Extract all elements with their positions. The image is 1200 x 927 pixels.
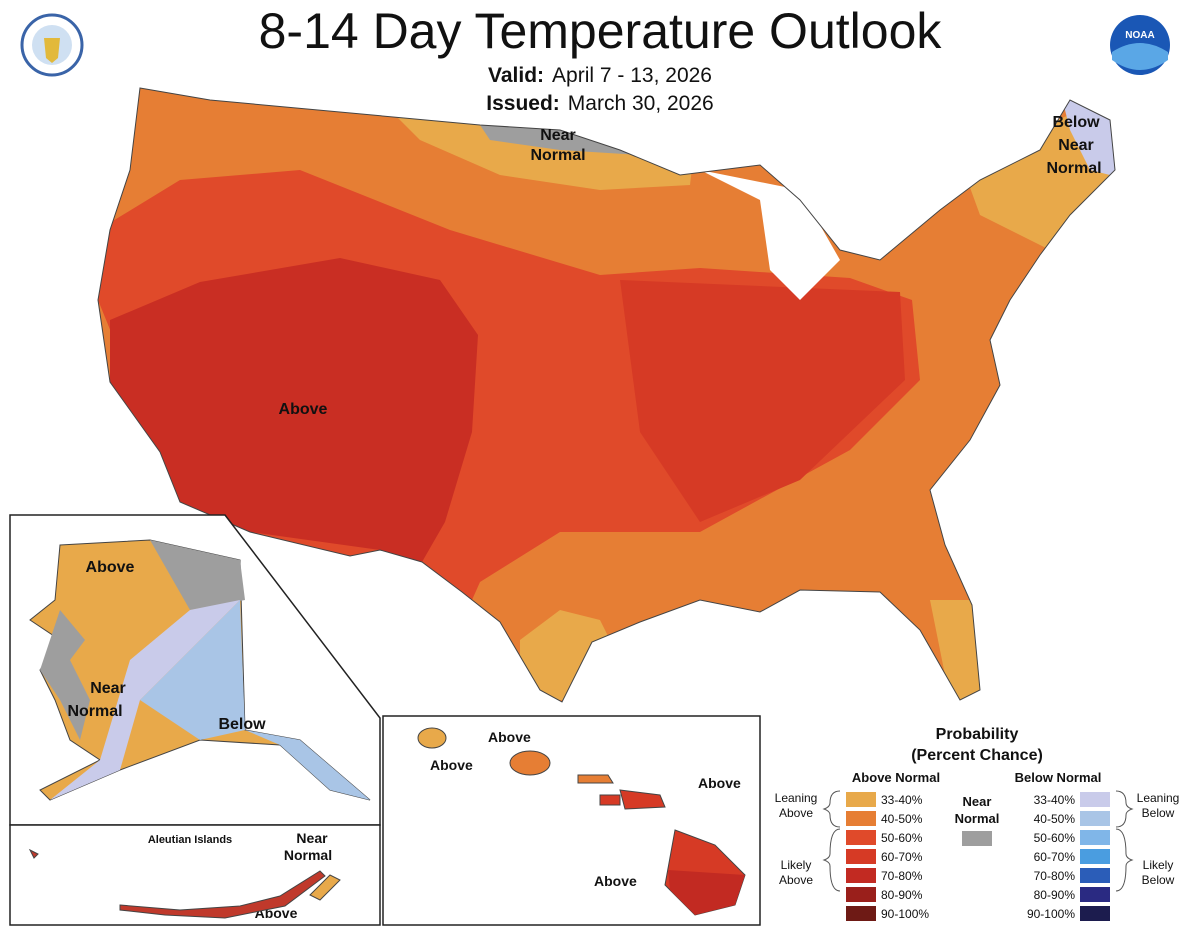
legend-above-range: 60-70% bbox=[881, 850, 923, 864]
legend-above-range: 33-40% bbox=[881, 793, 923, 807]
hi-label-above-2: Above bbox=[430, 757, 473, 773]
legend-likely-below: Likely bbox=[1143, 858, 1174, 872]
legend-likely-above-2: Above bbox=[779, 873, 813, 887]
legend-below-swatch-60-70% bbox=[1080, 849, 1110, 864]
map-title: 8-14 Day Temperature Outlook bbox=[258, 3, 942, 59]
noaa-logo: NOAA bbox=[1110, 15, 1170, 75]
aleutian-title: Aleutian Islands bbox=[148, 834, 232, 846]
hi-label-above-3: Above bbox=[698, 775, 741, 791]
legend-leaning-above: Leaning bbox=[775, 791, 818, 805]
issued-date: Issued: March 30, 2026 bbox=[486, 92, 714, 115]
ak-label-above: Above bbox=[86, 559, 135, 576]
commerce-seal-logo bbox=[20, 13, 84, 77]
legend-normal: Normal bbox=[955, 811, 1000, 826]
legend-above-range: 50-60% bbox=[881, 831, 923, 845]
legend-above-range: 70-80% bbox=[881, 869, 923, 883]
zone-60-70-southwest bbox=[110, 258, 478, 562]
legend-below-swatch-70-80% bbox=[1080, 868, 1110, 883]
label-above: Above bbox=[279, 401, 328, 418]
ak-label-normal: Normal bbox=[67, 703, 122, 720]
label-near-normal-2: Normal bbox=[530, 147, 585, 164]
legend-leaning-below: Leaning bbox=[1137, 791, 1180, 805]
legend-below-swatch-33-40% bbox=[1080, 792, 1110, 807]
legend: Probability (Percent Chance) Above Norma… bbox=[775, 726, 1180, 921]
ak-label-below: Below bbox=[218, 716, 266, 733]
label-near-normal: Near bbox=[540, 127, 576, 144]
legend-near-swatch bbox=[962, 831, 992, 846]
legend-below-swatch-40-50% bbox=[1080, 811, 1110, 826]
legend-below-swatch-50-60% bbox=[1080, 830, 1110, 845]
hi-label-above-1: Above bbox=[488, 729, 531, 745]
legend-below-range: 80-90% bbox=[1034, 888, 1076, 902]
svg-text:NOAA: NOAA bbox=[1125, 30, 1154, 41]
legend-above-swatch-50-60% bbox=[846, 830, 876, 845]
aleutian-normal: Normal bbox=[284, 847, 332, 863]
legend-below-range: 50-60% bbox=[1034, 831, 1076, 845]
legend-above-swatch-60-70% bbox=[846, 849, 876, 864]
legend-above-swatch-33-40% bbox=[846, 792, 876, 807]
legend-leaning-below-2: Below bbox=[1142, 806, 1175, 820]
legend-below-range: 40-50% bbox=[1034, 812, 1076, 826]
legend-below-swatch-80-90% bbox=[1080, 887, 1110, 902]
legend-below-range: 60-70% bbox=[1034, 850, 1076, 864]
ak-label-near: Near bbox=[90, 680, 126, 697]
aleutian-inset: Aleutian Islands Near Normal Above bbox=[9, 824, 381, 926]
alaska-inset: Above Near Normal Below bbox=[9, 514, 381, 826]
legend-likely-above: Likely bbox=[781, 858, 812, 872]
legend-above-swatch-80-90% bbox=[846, 887, 876, 902]
hawaii-inset: Above Above Above Above bbox=[382, 715, 761, 926]
legend-above-swatch-70-80% bbox=[846, 868, 876, 883]
legend-near: Near bbox=[963, 794, 992, 809]
legend-below-range: 70-80% bbox=[1034, 869, 1076, 883]
valid-dates: Valid: April 7 - 13, 2026 bbox=[488, 64, 712, 87]
legend-above-header: Above Normal bbox=[852, 770, 940, 785]
legend-below-swatch-90-100% bbox=[1080, 906, 1110, 921]
legend-likely-below-2: Below bbox=[1142, 873, 1175, 887]
aleutian-near: Near bbox=[296, 830, 328, 846]
label-below-near-normal: Below bbox=[1052, 114, 1100, 131]
label-below-near-normal-3: Normal bbox=[1046, 160, 1101, 177]
label-below-near-normal-2: Near bbox=[1058, 137, 1094, 154]
legend-above-swatch-40-50% bbox=[846, 811, 876, 826]
legend-below-range: 33-40% bbox=[1034, 793, 1076, 807]
legend-subtitle: (Percent Chance) bbox=[911, 747, 1043, 764]
hi-label-above-4: Above bbox=[594, 873, 637, 889]
legend-above-swatch-90-100% bbox=[846, 906, 876, 921]
legend-above-range: 80-90% bbox=[881, 888, 923, 902]
legend-above-range: 90-100% bbox=[881, 907, 929, 921]
legend-above-range: 40-50% bbox=[881, 812, 923, 826]
legend-title: Probability bbox=[936, 726, 1019, 743]
zone-60-70-midwest bbox=[620, 280, 905, 522]
legend-leaning-above-2: Above bbox=[779, 806, 813, 820]
legend-below-header: Below Normal bbox=[1015, 770, 1102, 785]
legend-below-range: 90-100% bbox=[1027, 907, 1075, 921]
